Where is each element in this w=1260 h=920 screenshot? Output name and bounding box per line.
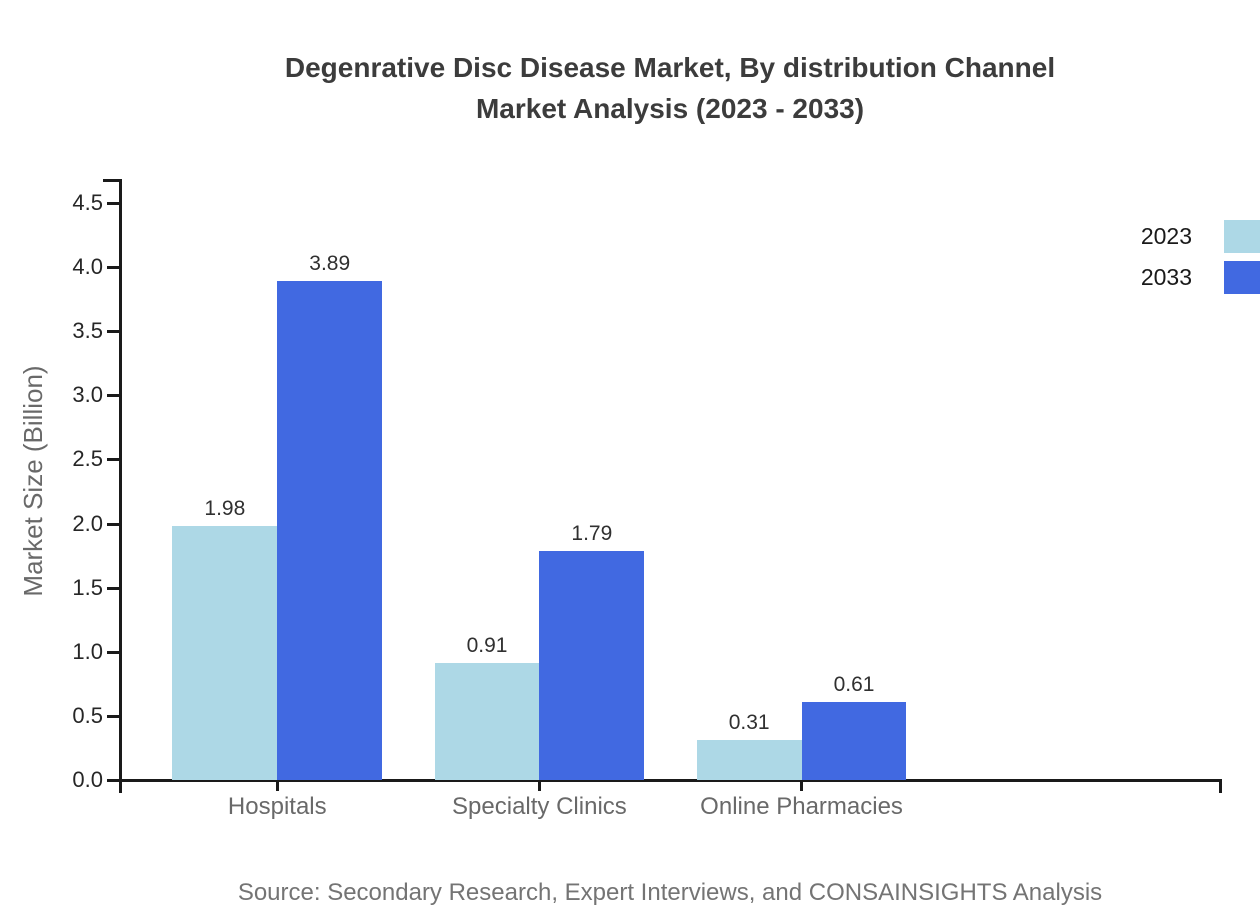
y-tick-label: 4.0: [72, 254, 103, 280]
y-tick-mark: [107, 266, 120, 270]
y-tick-label: 0.5: [72, 702, 103, 728]
legend-swatch-2023: [1224, 220, 1260, 253]
x-axis-line: [119, 779, 1222, 782]
x-tick-label: Online Pharmacies: [700, 793, 903, 820]
y-tick-label: 0.0: [72, 767, 103, 792]
y-tick-mark: [107, 458, 120, 462]
y-tick-mark: [107, 779, 120, 782]
y-tick-label: 2.5: [72, 446, 103, 472]
y-tick-label: 1.5: [72, 574, 103, 600]
source-attribution: Source: Secondary Research, Expert Inter…: [237, 879, 1103, 906]
bar-value-label: 0.91: [466, 634, 508, 658]
legend-label-2033: 2033: [1140, 264, 1192, 290]
bar-value-label: 3.89: [309, 252, 351, 276]
x-tick-label: Hospitals: [227, 793, 327, 820]
bar-value-label: 0.31: [728, 711, 770, 735]
bar-2023-specialty-clinics: [434, 663, 540, 780]
y-tick-label: 1.0: [72, 638, 103, 664]
bar-2023-hospitals: [172, 526, 278, 780]
bar-2033-hospitals: [277, 281, 383, 780]
bar-2033-specialty-clinics: [539, 550, 645, 780]
chart-title-block: Degenrative Disc Disease Market, By dist…: [80, 47, 1260, 129]
y-tick-label: 4.5: [72, 190, 103, 216]
x-tick-mark: [275, 781, 279, 791]
x-axis-right-cap: [1219, 781, 1222, 793]
y-tick-label: 3.0: [72, 382, 103, 408]
y-tick-mark: [107, 522, 120, 526]
bar-2033-online-pharmacies: [801, 701, 907, 780]
y-axis-top-cap: [103, 179, 122, 182]
bar-value-label: 1.79: [571, 521, 613, 545]
x-tick-label: Specialty Clinics: [452, 793, 627, 820]
y-axis-title: Market Size (Billion): [18, 365, 48, 597]
y-tick-mark: [107, 394, 120, 398]
bar-value-label: 0.61: [833, 672, 875, 696]
y-tick-mark: [107, 330, 120, 334]
y-axis-line: [119, 179, 122, 793]
chart-subtitle: Market Analysis (2023 - 2033): [475, 93, 865, 124]
legend-label-2023: 2023: [1140, 223, 1192, 249]
y-tick-mark: [107, 586, 120, 590]
x-tick-mark: [800, 781, 804, 791]
x-tick-mark: [537, 781, 541, 791]
bar-2023-online-pharmacies: [696, 740, 802, 780]
y-tick-mark: [107, 202, 120, 206]
chart-title: Degenrative Disc Disease Market, By dist…: [284, 52, 1056, 83]
legend-swatch-2033: [1224, 261, 1260, 294]
y-tick-label: 2.0: [72, 510, 103, 536]
y-tick-label: 3.5: [72, 318, 103, 344]
bar-value-label: 1.98: [204, 497, 246, 521]
y-tick-mark: [107, 714, 120, 718]
y-tick-mark: [107, 650, 120, 654]
